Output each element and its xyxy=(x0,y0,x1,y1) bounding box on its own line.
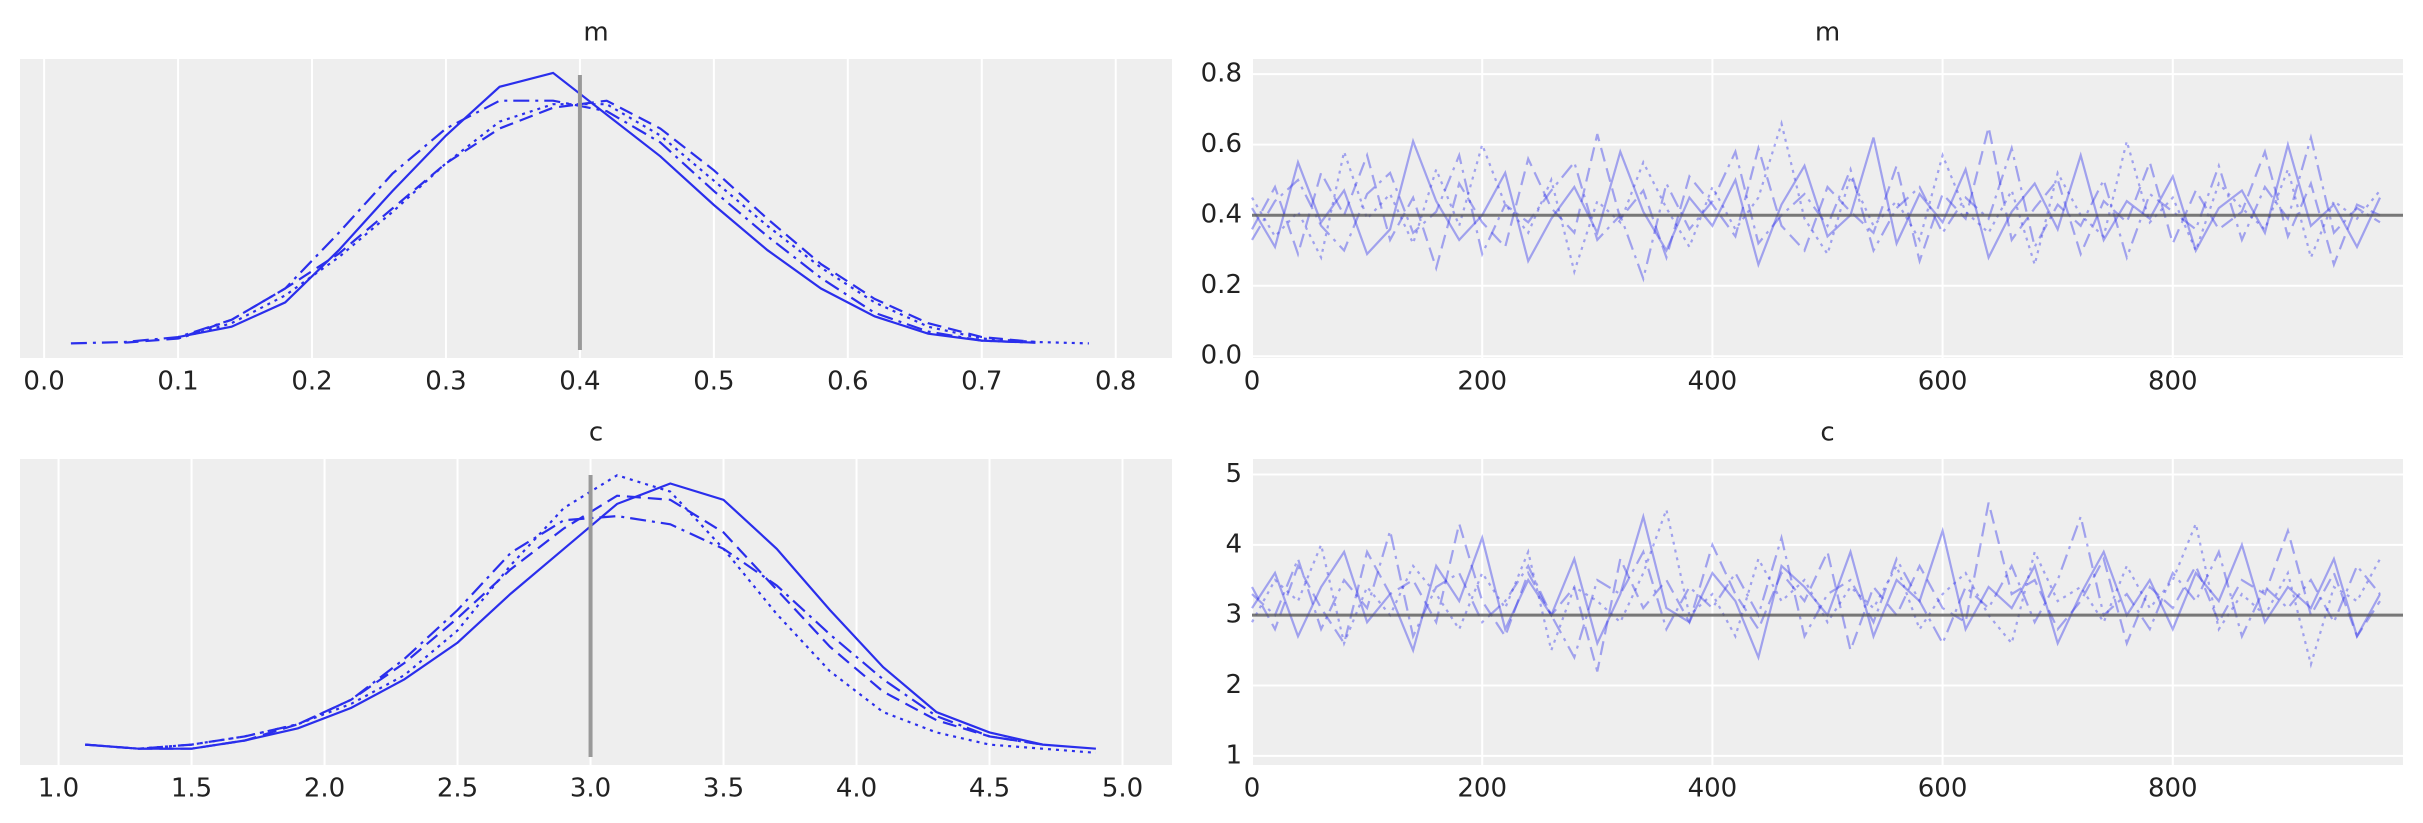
y-tick-label: 0.8 xyxy=(1201,59,1242,89)
x-tick-label: 5.0 xyxy=(1102,774,1143,804)
series-line xyxy=(1251,133,2381,283)
series-line xyxy=(1251,502,2381,672)
y-tick-label: 0.2 xyxy=(1201,270,1242,300)
x-tick-label: 4.5 xyxy=(969,774,1010,804)
series-line xyxy=(70,99,1036,345)
x-tick-label: 0 xyxy=(1244,367,1261,397)
plot-background xyxy=(1252,459,2403,765)
series-line xyxy=(1251,505,2381,669)
x-tick-label: 400 xyxy=(1688,774,1738,804)
y-tick-label: 5 xyxy=(1225,459,1242,489)
x-tick-label: 800 xyxy=(2148,367,2198,397)
series-line xyxy=(177,103,1089,345)
x-tick-label: 200 xyxy=(1457,774,1507,804)
y-tick-label: 1 xyxy=(1225,740,1242,770)
series-line xyxy=(1251,119,2381,276)
y-tick-label: 4 xyxy=(1225,529,1242,559)
y-tick-label: 0.0 xyxy=(1201,341,1242,371)
x-tick-label: 1.5 xyxy=(171,774,212,804)
x-tick-label: 400 xyxy=(1688,367,1738,397)
series-line xyxy=(1251,137,2381,269)
x-tick-label: 0.3 xyxy=(425,367,466,397)
x-tick-label: 3.0 xyxy=(570,774,611,804)
x-tick-label: 600 xyxy=(1918,367,1968,397)
x-tick-label: 800 xyxy=(2148,774,2198,804)
y-tick-label: 0.4 xyxy=(1201,200,1242,230)
x-tick-label: 0.7 xyxy=(961,367,1002,397)
x-tick-label: 0.1 xyxy=(157,367,198,397)
series-line xyxy=(1251,126,2381,272)
subplot-title: m xyxy=(1815,18,1840,48)
plot-background xyxy=(1252,59,2403,358)
plot-background xyxy=(20,459,1172,765)
x-tick-label: 0.0 xyxy=(23,367,64,397)
x-tick-label: 0.5 xyxy=(693,367,734,397)
x-tick-label: 0 xyxy=(1244,774,1261,804)
x-tick-label: 0.4 xyxy=(559,367,600,397)
x-tick-label: 0.8 xyxy=(1095,367,1136,397)
subplot-title: m xyxy=(583,18,608,48)
subplot-title: c xyxy=(1820,418,1834,448)
y-tick-label: 3 xyxy=(1225,600,1242,630)
x-tick-label: 200 xyxy=(1457,367,1507,397)
x-tick-label: 600 xyxy=(1918,774,1968,804)
plot-background xyxy=(20,59,1172,358)
x-tick-label: 4.0 xyxy=(836,774,877,804)
y-tick-label: 0.6 xyxy=(1201,129,1242,159)
x-tick-label: 3.5 xyxy=(703,774,744,804)
x-tick-label: 2.0 xyxy=(304,774,345,804)
y-tick-label: 2 xyxy=(1225,670,1242,700)
subplot-title: c xyxy=(589,418,603,448)
x-tick-label: 0.2 xyxy=(291,367,332,397)
x-tick-label: 1.0 xyxy=(38,774,79,804)
series-line xyxy=(85,514,1043,750)
series-line xyxy=(1251,512,2381,661)
x-tick-label: 0.6 xyxy=(827,367,868,397)
series-line xyxy=(177,71,1036,344)
x-tick-label: 2.5 xyxy=(437,774,478,804)
